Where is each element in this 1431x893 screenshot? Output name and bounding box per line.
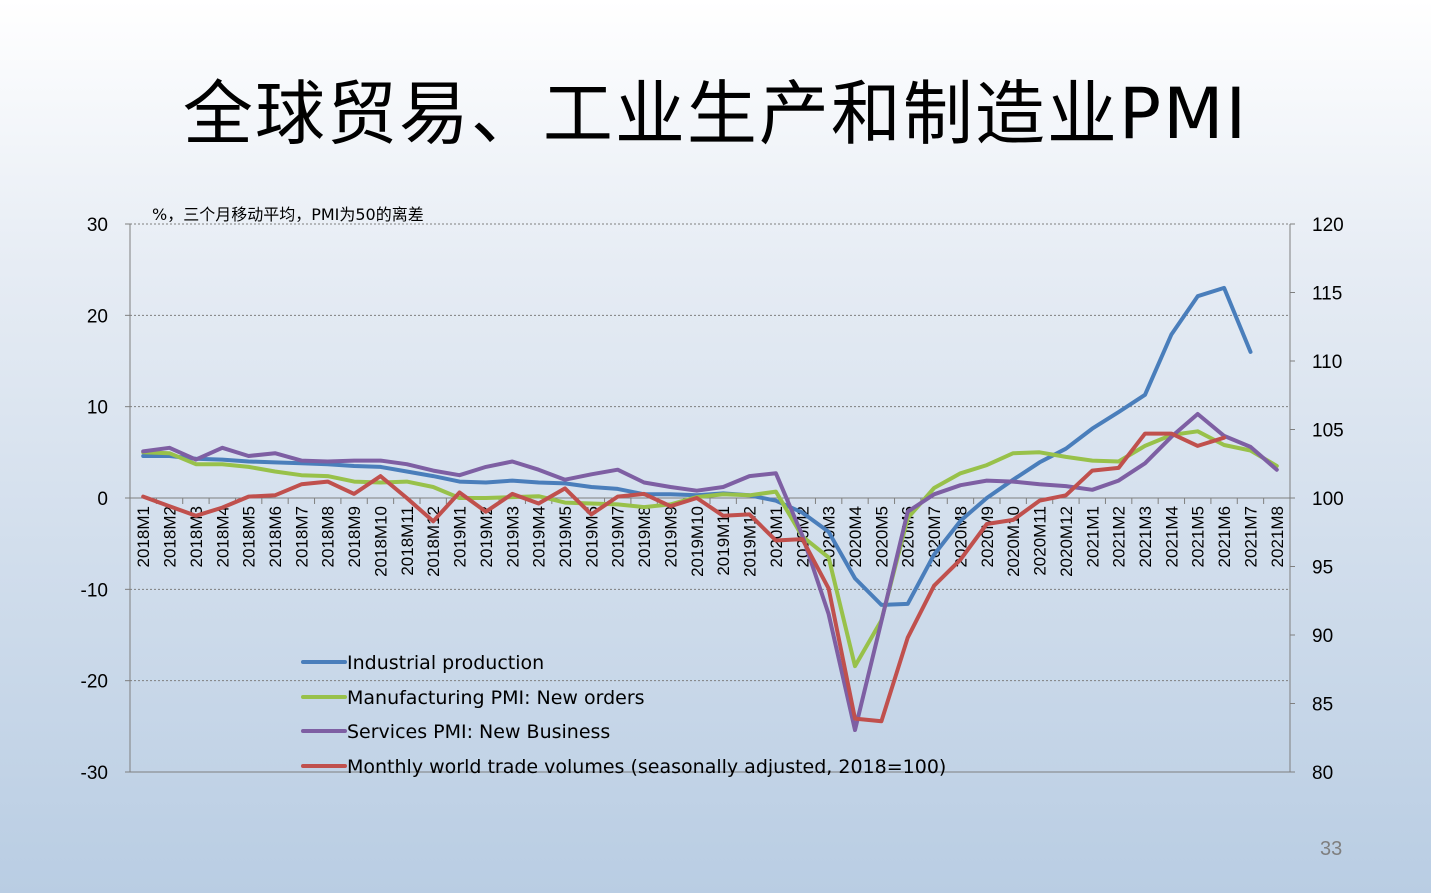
category-label: 2018M8: [319, 506, 338, 567]
category-label: 2019M11: [714, 506, 733, 576]
category-label: 2019M9: [661, 506, 680, 567]
right-tick-label: 110: [1312, 352, 1342, 373]
category-label: 2020M10: [1004, 506, 1023, 577]
axes: [125, 223, 1295, 773]
legend-label: Services PMI: New Business: [347, 721, 610, 743]
category-label: 2021M8: [1268, 506, 1287, 567]
left-tick-label: 30: [87, 215, 108, 236]
category-label: 2020M1: [767, 506, 786, 567]
legend-label: Manufacturing PMI: New orders: [347, 687, 645, 709]
legend: Industrial production Manufacturing PMI: …: [301, 652, 946, 778]
page-number: 33: [1320, 838, 1343, 860]
right-axis-ticks: 120 115 110 105 100 95 90 85 80: [1312, 215, 1344, 784]
category-label: 2021M3: [1136, 506, 1155, 567]
gridlines: [130, 223, 1290, 682]
left-tick-label: -30: [81, 763, 108, 784]
category-label: 2018M10: [371, 506, 390, 577]
series-line: [141, 431, 1227, 724]
left-tick-label: -10: [81, 580, 108, 601]
category-label: 2018M6: [266, 506, 285, 567]
right-tick-label: 120: [1312, 215, 1344, 236]
category-label: 2021M6: [1215, 506, 1234, 567]
left-axis-ticks: 30 20 10 0 -10 -20 -30: [81, 215, 108, 784]
category-label: 2020M5: [872, 506, 891, 567]
left-tick-label: 20: [87, 306, 108, 327]
category-label: 2021M7: [1241, 506, 1260, 567]
series-line: [141, 412, 1279, 732]
unit-note: %，三个月移动平均，PMI为50的离差: [152, 205, 424, 224]
left-tick-label: 10: [87, 398, 108, 419]
category-label: 2020M4: [846, 506, 865, 567]
category-label: 2019M5: [556, 506, 575, 567]
category-label: 2018M7: [292, 506, 311, 567]
category-label: 2019M6: [582, 506, 601, 567]
category-label: 2018M11: [398, 506, 417, 576]
category-label: 2021M1: [1083, 506, 1102, 567]
right-tick-label: 115: [1312, 284, 1342, 305]
category-label: 2019M3: [503, 506, 522, 567]
category-label: 2018M5: [240, 506, 259, 567]
category-label: 2019M2: [477, 506, 496, 567]
category-label: 2020M9: [978, 506, 997, 567]
category-label: 2020M12: [1057, 506, 1076, 577]
left-tick-label: -20: [81, 672, 108, 693]
left-tick-label: 0: [97, 489, 108, 510]
category-label: 2019M1: [451, 506, 470, 567]
right-tick-label: 90: [1312, 626, 1333, 647]
category-label: 2018M4: [213, 506, 232, 567]
right-tick-label: 85: [1312, 695, 1333, 716]
series-lines: [141, 285, 1279, 732]
category-label: 2020M7: [925, 506, 944, 567]
category-label: 2021M4: [1162, 506, 1181, 567]
category-label: 2019M10: [688, 506, 707, 577]
category-label: 2019M12: [741, 506, 760, 577]
category-label: 2018M2: [161, 506, 180, 567]
category-label: 2019M4: [530, 506, 549, 567]
category-label: 2021M2: [1110, 506, 1129, 567]
category-label: 2021M5: [1189, 506, 1208, 567]
right-tick-label: 80: [1312, 763, 1333, 784]
category-label: 2019M7: [609, 506, 628, 567]
category-label: 2020M11: [1031, 506, 1050, 576]
slide-title: 全球贸易、工业生产和制造业PMI: [182, 73, 1249, 155]
series-line: [141, 429, 1279, 669]
right-tick-label: 95: [1312, 558, 1333, 579]
category-label: 2019M8: [635, 506, 654, 567]
category-label: 2018M9: [345, 506, 364, 567]
category-label: 2018M12: [424, 506, 443, 577]
right-tick-label: 105: [1312, 421, 1344, 442]
category-label: 2018M1: [134, 506, 153, 567]
right-tick-label: 100: [1312, 489, 1344, 510]
category-labels: 2018M1 2018M2 2018M3 2018M4 2018M5 2018M6 2018…: [134, 506, 1287, 577]
category-label: 2018M3: [187, 506, 206, 567]
legend-label: Industrial production: [347, 652, 544, 674]
legend-label: Monthly world trade volumes (seasonally …: [347, 756, 946, 778]
